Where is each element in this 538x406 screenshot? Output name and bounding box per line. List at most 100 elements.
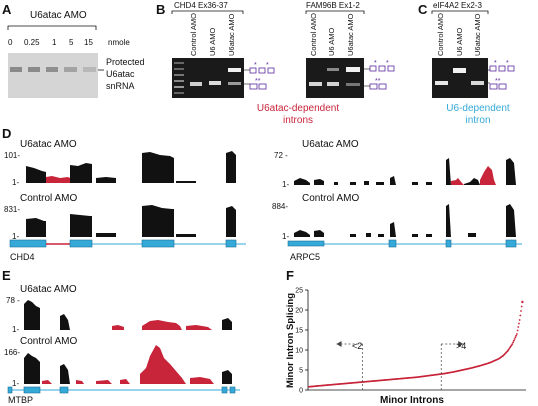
unit-label: nmole: [108, 38, 130, 47]
exon: [287, 240, 325, 247]
intron-retention-peak: [120, 379, 130, 384]
scale-max: 831-: [4, 205, 21, 214]
intron-retention-peak: [112, 325, 124, 330]
intron-retention-peak: [480, 166, 496, 185]
arpc5-tracks: [287, 158, 522, 248]
arrowhead: [458, 341, 464, 347]
gel-band: [435, 81, 448, 85]
coverage-block: [226, 206, 236, 237]
exon: [229, 386, 236, 394]
gene-name: CHD4: [10, 252, 35, 262]
gel-band: [309, 82, 322, 86]
gel1-bracket: [171, 10, 244, 14]
icon-exon: [369, 65, 377, 72]
panel-c-graphics: [431, 10, 489, 98]
intron-retention-peak: [451, 178, 464, 185]
coverage-block: [60, 314, 70, 330]
gel2-bracket: [305, 10, 365, 14]
coverage-block: [142, 205, 174, 237]
coverage-block: [176, 181, 196, 183]
threshold-low-label: <2: [352, 341, 363, 351]
gel-band: [327, 82, 339, 86]
panel-d-label: D: [2, 126, 12, 141]
data-point: [516, 333, 518, 335]
panel-c-label: C: [418, 2, 428, 17]
gel-band: [453, 68, 466, 73]
ladder-band: [174, 62, 184, 64]
coverage-block: [426, 234, 432, 237]
ladder-band: [174, 68, 184, 70]
icon-exon: [489, 65, 497, 72]
icon-exon: [378, 83, 387, 90]
gel-band: [190, 82, 202, 86]
lane-label: U6atac AMO: [346, 13, 355, 56]
exon: [59, 386, 69, 394]
lane-label: Control AMO: [189, 13, 198, 56]
threshold-high-label: >4: [456, 341, 467, 351]
gel-band: [228, 82, 241, 85]
icon-exon: [498, 83, 507, 90]
ladder-band: [174, 92, 184, 94]
panel-b-graphics: [171, 10, 365, 98]
icon-exon: [249, 83, 258, 90]
icon-exon: [369, 83, 378, 90]
panel-a-label: A: [2, 2, 12, 17]
coverage-block: [412, 182, 418, 185]
exon: [23, 386, 41, 394]
x-axis-label: Minor Introns: [380, 395, 444, 406]
data-point: [518, 322, 520, 325]
lane-label: Control AMO: [309, 13, 318, 56]
scale-min: 1-: [282, 180, 290, 189]
gene-name: MTBP: [8, 395, 34, 405]
gel-eif4a2: [432, 58, 488, 98]
scale-max: 884-: [272, 202, 289, 211]
panel-f-label: F: [286, 268, 294, 283]
lane-label: 1: [52, 38, 57, 47]
splice-star: *: [374, 60, 377, 67]
y-tick-label: 10: [295, 348, 303, 355]
panel-c-caption: U6-dependent intron: [438, 103, 518, 127]
caption-line: U6-dependent: [446, 103, 510, 114]
data-point: [520, 310, 522, 312]
scale-max: 72 -: [274, 151, 288, 160]
scale-min: 1-: [282, 232, 290, 241]
icon-exon: [249, 67, 257, 74]
coverage-block: [96, 233, 116, 237]
caption-line: intron: [465, 115, 491, 126]
data-point: [516, 329, 519, 332]
isoform-icon: **: [489, 78, 507, 90]
gel-band: [228, 68, 241, 72]
threshold-markers: [336, 341, 464, 390]
coverage-block: [378, 234, 384, 237]
intron-retention-peak: [42, 380, 52, 384]
splice-star: *: [494, 60, 497, 67]
splice-star: **: [375, 78, 381, 85]
coverage-block: [26, 218, 46, 237]
coverage-block: [468, 233, 476, 237]
blot-band-3: [46, 67, 58, 72]
data-point: [517, 326, 520, 328]
gene-name: ARPC5: [290, 252, 321, 262]
y-ticks: 0 5 10 15 20 25: [295, 288, 308, 395]
scale-min: 1-: [12, 379, 20, 388]
gel-chd4: [172, 58, 244, 98]
northern-blot: [8, 53, 98, 98]
track-label: U6atac AMO: [20, 139, 77, 150]
scale-min: 1-: [12, 325, 20, 334]
coverage-block: [464, 178, 480, 185]
coverage-block: [390, 176, 396, 185]
gel-band: [471, 81, 484, 85]
coverage-block: [294, 178, 310, 185]
blot-band-1: [10, 67, 22, 72]
coverage-block: [222, 370, 232, 384]
y-tick-label: 5: [299, 368, 303, 375]
icon-exon: [258, 83, 267, 90]
lane-label: 15: [84, 38, 93, 47]
intron-retention-peak: [96, 380, 112, 384]
mtbp-tracks: [7, 300, 240, 394]
data-point: [513, 338, 516, 340]
data-points: [308, 300, 524, 388]
band-label-line: Protected: [106, 57, 145, 67]
scale-min: 1-: [12, 178, 20, 187]
coverage-block: [506, 204, 516, 237]
